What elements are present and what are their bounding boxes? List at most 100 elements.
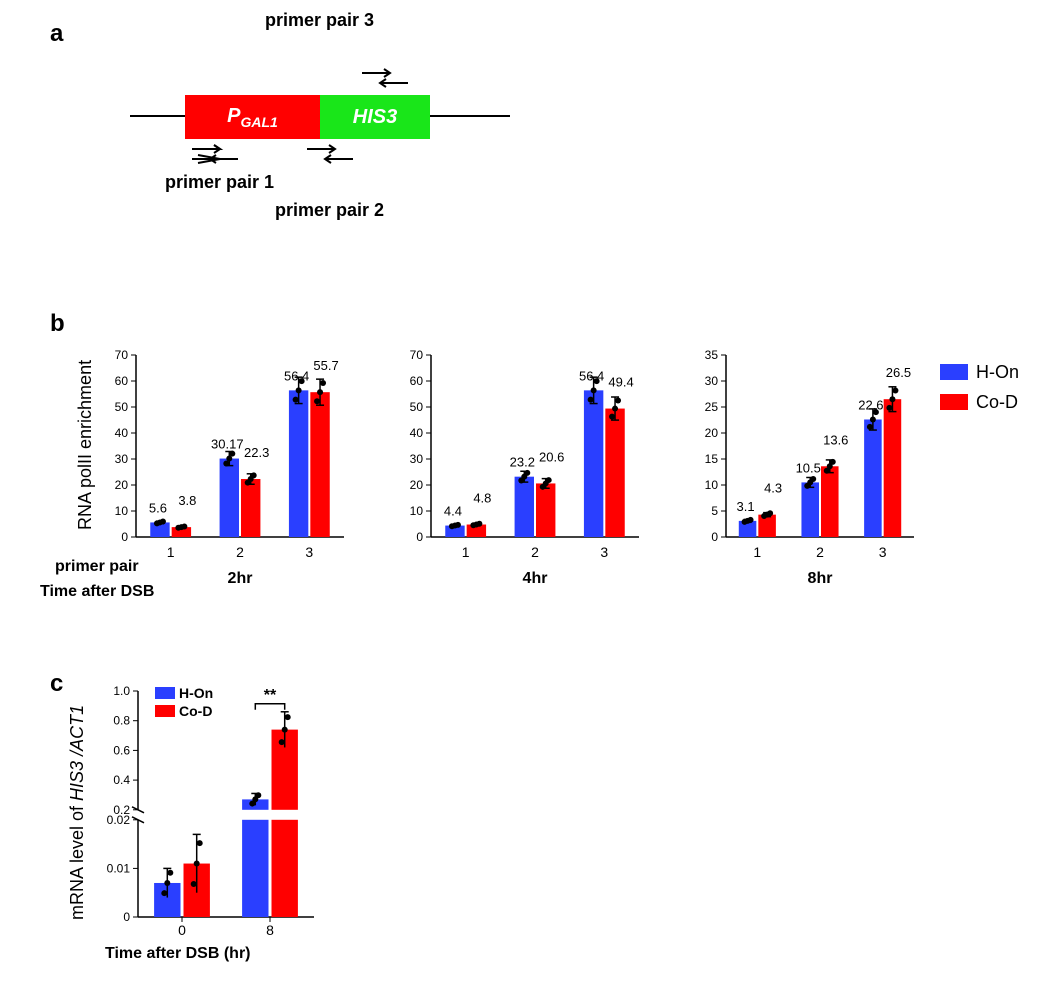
legend-swatch-cod <box>940 394 968 410</box>
svg-text:50: 50 <box>115 400 129 414</box>
legend-label-hon: H-On <box>976 362 1019 383</box>
svg-text:10: 10 <box>115 504 129 518</box>
chart-b-2hr: 0102030405060705.63.8130.1722.3256.455.7… <box>100 325 350 555</box>
svg-text:30: 30 <box>705 374 719 388</box>
svg-text:0: 0 <box>711 530 718 544</box>
svg-text:13.6: 13.6 <box>823 432 848 447</box>
panel-letter-b: b <box>50 310 65 338</box>
svg-text:2hr: 2hr <box>228 570 253 587</box>
svg-text:0.6: 0.6 <box>113 743 130 757</box>
svg-text:22.6: 22.6 <box>858 397 883 412</box>
chart-b-4hr: 0102030405060704.44.8123.220.6256.449.43… <box>395 325 645 555</box>
svg-text:40: 40 <box>410 426 424 440</box>
gene-box-his3: HIS3 <box>320 95 430 139</box>
svg-text:0.02: 0.02 <box>107 813 131 827</box>
svg-text:8hr: 8hr <box>808 570 833 587</box>
panel-b-yaxis-label: RNA polII enrichment <box>75 360 96 530</box>
panel-b-primer-row-label: primer pair <box>55 558 139 576</box>
legend-c-label-hon: H-On <box>179 685 213 701</box>
svg-text:10: 10 <box>705 478 719 492</box>
his3-label: HIS3 <box>353 106 397 129</box>
gene-line-right <box>430 115 510 117</box>
primer-arrows-3 <box>360 67 410 89</box>
svg-text:0: 0 <box>178 922 186 938</box>
svg-text:10: 10 <box>410 504 424 518</box>
chart-b-8hr: 051015202530353.14.3110.513.6222.626.538… <box>690 325 920 555</box>
svg-text:20: 20 <box>410 478 424 492</box>
gene-line-left <box>130 115 185 117</box>
panel-b-time-row-label: Time after DSB <box>40 583 154 601</box>
svg-text:3.8: 3.8 <box>178 493 196 508</box>
legend-swatch-hon <box>940 364 968 380</box>
svg-text:30: 30 <box>410 452 424 466</box>
svg-text:4.4: 4.4 <box>444 504 462 519</box>
svg-text:0: 0 <box>121 530 128 544</box>
legend-c-label-cod: Co-D <box>179 703 212 719</box>
svg-text:70: 70 <box>410 348 424 362</box>
svg-text:10.5: 10.5 <box>796 460 821 475</box>
svg-text:55.7: 55.7 <box>313 358 338 373</box>
legend-c-swatch-cod <box>155 705 175 717</box>
panel-a-diagram: PGAL1 HIS3 primer pair 1 primer pair 2 p… <box>130 55 550 235</box>
svg-text:1.0: 1.0 <box>113 685 130 698</box>
svg-text:5: 5 <box>711 504 718 518</box>
svg-text:1: 1 <box>167 544 175 560</box>
panel-letter-a: a <box>50 20 63 48</box>
primer-label-2: primer pair 2 <box>275 200 384 221</box>
svg-text:5.6: 5.6 <box>149 500 167 515</box>
svg-text:2: 2 <box>816 544 824 560</box>
gene-box-pgal1: PGAL1 <box>185 95 320 139</box>
svg-text:56.4: 56.4 <box>579 368 604 383</box>
svg-text:15: 15 <box>705 452 719 466</box>
svg-text:4hr: 4hr <box>523 570 548 587</box>
svg-text:3: 3 <box>305 544 313 560</box>
primer-label-3: primer pair 3 <box>265 10 374 31</box>
svg-text:20: 20 <box>115 478 129 492</box>
panel-c-yaxis-label: mRNA level of HIS3 /ACT1 <box>67 705 88 920</box>
svg-text:60: 60 <box>410 374 424 388</box>
primer-arrows-2 <box>305 143 355 165</box>
svg-text:1: 1 <box>753 544 761 560</box>
panel-c-xaxis-label: Time after DSB (hr) <box>105 945 251 963</box>
svg-text:60: 60 <box>115 374 129 388</box>
svg-text:0.4: 0.4 <box>113 773 130 787</box>
legend-c: H-On Co-D <box>155 685 213 719</box>
svg-text:2: 2 <box>236 544 244 560</box>
svg-text:30: 30 <box>115 452 129 466</box>
primer-label-1: primer pair 1 <box>165 172 274 193</box>
svg-text:20: 20 <box>705 426 719 440</box>
svg-text:23.2: 23.2 <box>510 455 535 470</box>
panel-c-yaxis-text: mRNA level of <box>67 801 87 920</box>
panel-c-yaxis-genes: HIS3 /ACT1 <box>67 705 87 801</box>
svg-text:1: 1 <box>462 544 470 560</box>
svg-text:8: 8 <box>266 922 274 938</box>
pgal1-sub: GAL1 <box>241 114 278 130</box>
svg-text:49.4: 49.4 <box>608 375 633 390</box>
panel-letter-c: c <box>50 670 63 698</box>
svg-text:4.8: 4.8 <box>473 491 491 506</box>
svg-text:4.3: 4.3 <box>764 481 782 496</box>
svg-text:25: 25 <box>705 400 719 414</box>
svg-text:0.8: 0.8 <box>113 714 130 728</box>
svg-text:56.4: 56.4 <box>284 368 309 383</box>
chart-c: 0.20.40.60.81.000.010.0208** <box>90 685 320 935</box>
svg-text:2: 2 <box>531 544 539 560</box>
svg-text:30.17: 30.17 <box>211 437 244 452</box>
svg-text:3: 3 <box>600 544 608 560</box>
svg-text:0: 0 <box>416 530 423 544</box>
pgal1-p: PGAL1 <box>227 105 278 130</box>
legend-panel-b: H-On Co-D <box>940 360 1050 430</box>
figure-root: a b c PGAL1 HIS3 primer pair 1 primer pa… <box>0 0 1050 982</box>
svg-text:35: 35 <box>705 348 719 362</box>
primer-arrows-1 <box>190 143 240 165</box>
svg-text:70: 70 <box>115 348 129 362</box>
legend-c-swatch-hon <box>155 687 175 699</box>
svg-text:0.01: 0.01 <box>107 861 131 875</box>
svg-text:0: 0 <box>123 910 130 924</box>
svg-text:50: 50 <box>410 400 424 414</box>
svg-text:22.3: 22.3 <box>244 445 269 460</box>
svg-text:**: ** <box>264 687 277 704</box>
svg-text:3.1: 3.1 <box>737 499 755 514</box>
svg-text:40: 40 <box>115 426 129 440</box>
svg-text:3: 3 <box>879 544 887 560</box>
